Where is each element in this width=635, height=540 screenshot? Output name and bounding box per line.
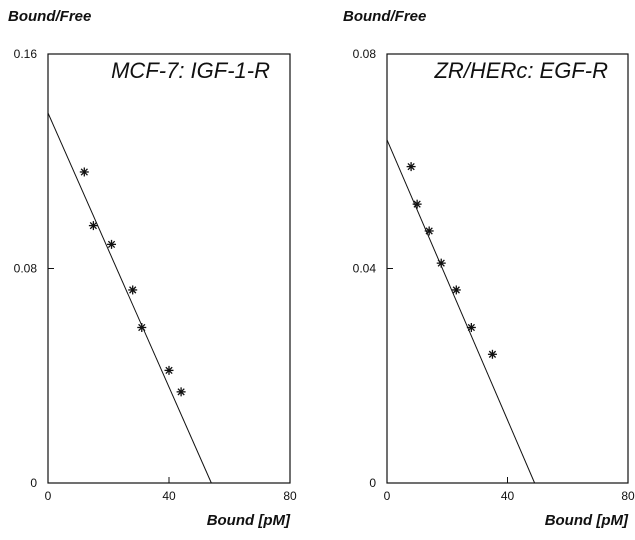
x-tick-label: 0 [45, 489, 52, 503]
plot-frame [47, 53, 291, 484]
data-point-star [436, 258, 446, 268]
y-tick-label: 0.04 [353, 262, 377, 276]
y-tick-label: 0.08 [14, 262, 38, 276]
y-tick-label: 0 [30, 476, 37, 490]
regression-line [47, 112, 212, 484]
panel-title: ZR/HERc: EGF-R [433, 58, 608, 83]
data-point-star [107, 239, 117, 249]
x-axis-label: Bound [pM] [545, 512, 629, 529]
y-tick-label: 0.08 [353, 47, 377, 61]
data-point-star [79, 167, 89, 177]
data-point-star [406, 162, 416, 172]
data-point-star [128, 285, 138, 295]
data-point-star [164, 365, 174, 375]
data-point-star [424, 226, 434, 236]
x-tick-label: 40 [501, 489, 515, 503]
data-point-star [88, 221, 98, 231]
x-tick-label: 40 [162, 489, 176, 503]
data-point-star [412, 199, 422, 209]
plot-frame [386, 53, 629, 484]
chart-panel-1: Bound/Free Bound [pM] MCF-7: IGF-1-R 0 0.08 0… [8, 8, 297, 529]
x-tick-label: 80 [283, 489, 297, 503]
chart-panel-2: Bound/Free Bound [pM] ZR/HERc: EGF-R 0 0.04 0… [343, 8, 635, 529]
data-point-star [176, 387, 186, 397]
y-axis-label: Bound/Free [343, 8, 426, 25]
panel-title: MCF-7: IGF-1-R [111, 58, 270, 83]
x-axis-label: Bound [pM] [207, 512, 291, 529]
y-axis-label: Bound/Free [8, 8, 91, 25]
x-tick-label: 0 [384, 489, 391, 503]
data-point-star [487, 349, 497, 359]
data-point-star [466, 322, 476, 332]
regression-line [386, 139, 536, 484]
data-point-star [451, 285, 461, 295]
data-point-star [137, 322, 147, 332]
x-tick-label: 80 [621, 489, 635, 503]
y-tick-label: 0.16 [14, 47, 38, 61]
y-tick-label: 0 [369, 476, 376, 490]
